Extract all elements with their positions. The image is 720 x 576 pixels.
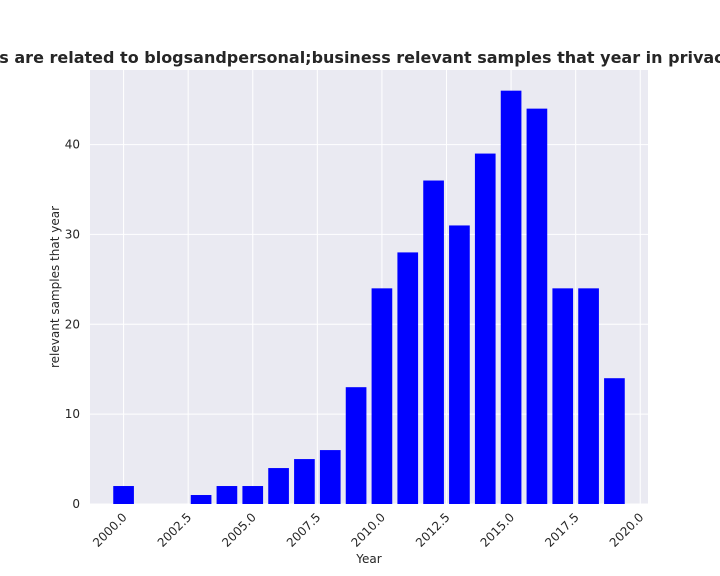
bar-2018 (578, 288, 599, 504)
bar-2017 (552, 288, 574, 504)
x-tick-label: 2012.5 (413, 510, 453, 550)
bar-2019 (604, 378, 625, 504)
bar-2007 (294, 459, 315, 504)
bar-2011 (397, 252, 419, 504)
bar-2008 (319, 450, 341, 504)
bars (113, 90, 625, 505)
x-tick-label: 2015.0 (478, 510, 518, 550)
x-tick-label: 2007.5 (284, 510, 324, 550)
bar-2013 (449, 225, 470, 504)
y-tick-label: 40 (65, 138, 80, 152)
y-tick-label: 0 (72, 497, 80, 511)
bar-2000 (113, 486, 134, 504)
x-tick-label: 2005.0 (219, 510, 259, 550)
x-tick-label: 2020.0 (607, 510, 647, 550)
bar-2016 (526, 108, 548, 504)
y-tick-label: 10 (65, 407, 80, 421)
chart-title: Categories are related to blogsandperson… (0, 48, 720, 67)
bar-2010 (371, 288, 393, 504)
y-tick-label: 20 (65, 317, 80, 331)
x-tick-label: 2010.0 (348, 510, 388, 550)
bar-2003 (190, 495, 212, 504)
bar-2014 (474, 153, 496, 504)
x-axis-label: Year (355, 552, 381, 566)
x-tick-labels: 2000.0 2002.5 2005.0 2007.5 2010.0 2012.5 2015… (90, 510, 646, 550)
bar-2009 (345, 387, 367, 504)
bar-2004 (216, 486, 238, 504)
bar-2015 (500, 90, 522, 505)
y-tick-labels: 0 10 20 30 40 (65, 138, 80, 511)
y-axis-label: relevant samples that year (48, 206, 62, 368)
x-tick-label: 2000.0 (90, 510, 130, 550)
bar-2012 (423, 180, 444, 505)
bar-2006 (268, 468, 289, 504)
y-tick-label: 30 (65, 227, 80, 241)
x-tick-label: 2017.5 (542, 510, 582, 550)
x-tick-label: 2002.5 (155, 510, 195, 550)
bar-2005 (242, 486, 264, 504)
